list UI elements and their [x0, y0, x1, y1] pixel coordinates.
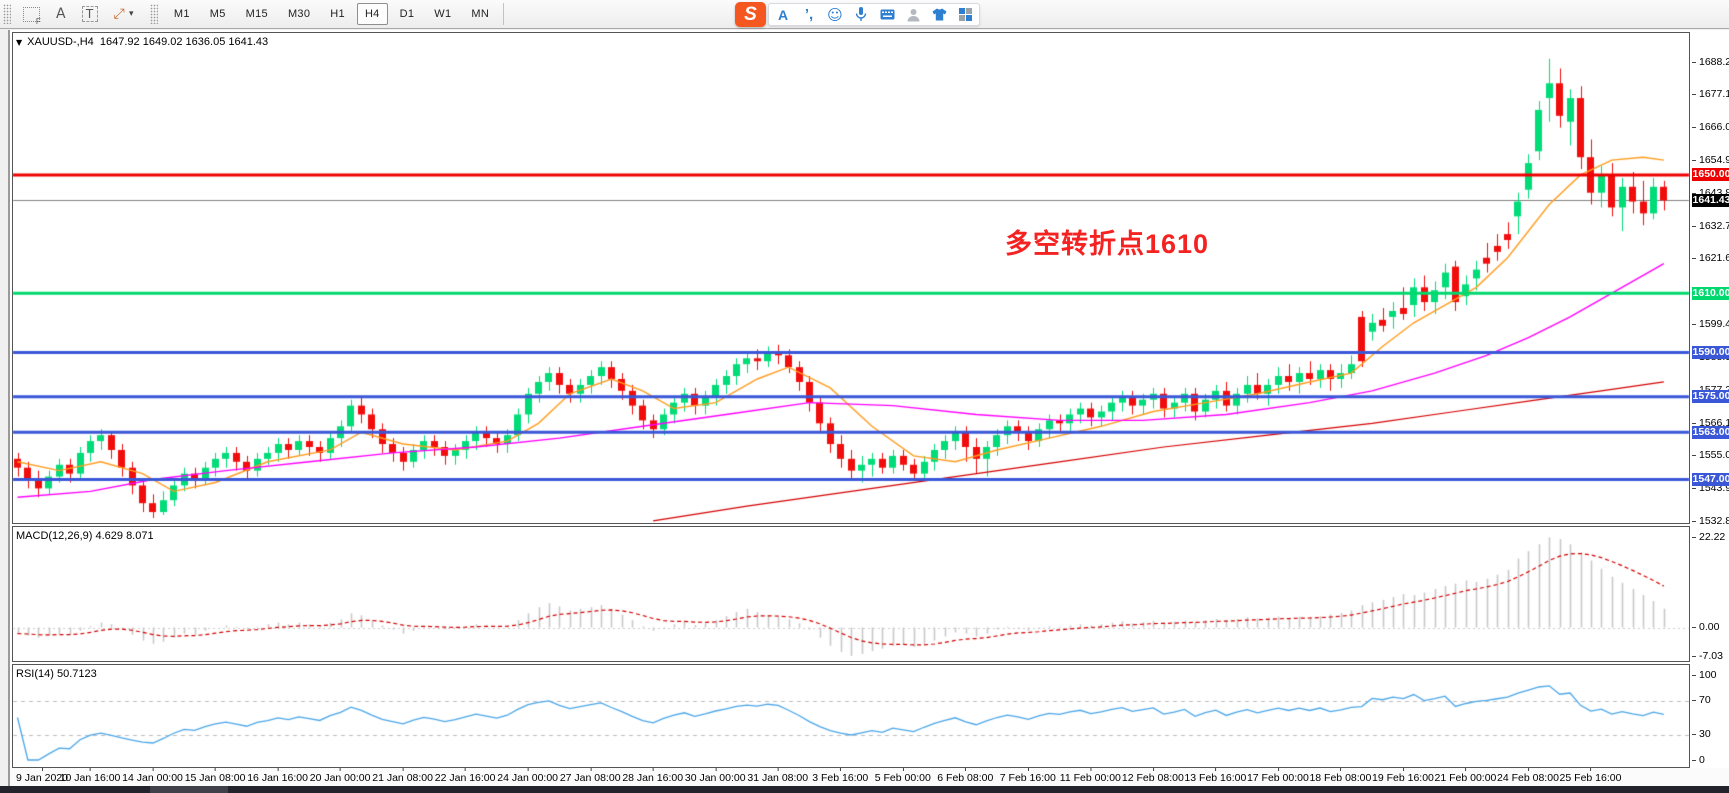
user-account-icon[interactable]	[905, 7, 921, 23]
price-tick-label: 1532.80	[1692, 515, 1729, 527]
price-tick-label: 1632.70	[1692, 220, 1729, 232]
time-axis-label: 24 Jan 00:00	[497, 768, 559, 784]
chart-ohlc-values: 1647.92 1649.02 1636.05 1641.43	[99, 36, 269, 48]
rsi-tick-label: 0	[1692, 753, 1705, 766]
time-axis-label: 11 Feb 00:00	[1059, 768, 1121, 784]
rsi-indicator-label: RSI(14) 50.7123	[16, 668, 97, 680]
toolbox-grid-icon[interactable]	[957, 7, 973, 23]
emoji-icon[interactable]: ☺	[827, 5, 843, 24]
chart-annotation-text: 多空转折点1610	[1005, 229, 1210, 259]
timeframe-button-m15[interactable]: M15	[245, 8, 268, 20]
toolbar-separator	[503, 3, 505, 25]
time-axis-label: 15 Jan 08:00	[184, 768, 246, 784]
taskbar-item[interactable]	[150, 786, 228, 793]
rsi-tick-label: 100	[1692, 668, 1717, 681]
price-tick-label: 1599.40	[1692, 318, 1729, 330]
time-axis-label: 17 Feb 00:00	[1246, 768, 1309, 784]
timeframe-button-m30[interactable]: M30	[287, 8, 311, 20]
time-axis-label: 30 Jan 00:00	[684, 768, 746, 784]
macd-tick-label: 22.22	[1691, 530, 1726, 543]
grid-f-icon	[23, 6, 41, 26]
macd-tick-label: -7.03	[1692, 649, 1723, 662]
macd-values: 4.629 8.071	[95, 530, 154, 542]
text-a-icon: A	[56, 6, 66, 22]
time-axis-label: 28 Jan 16:00	[622, 768, 684, 784]
ime-toolbar: S A ’, ☺	[735, 2, 980, 27]
chart-window: ▼ XAUUSD-,H4 1647.92 1649.02 1636.05 1641…	[8, 30, 1729, 786]
sogou-logo-icon[interactable]: S	[735, 2, 766, 27]
price-line-label: 1590.00	[1692, 345, 1729, 359]
timeframe-button-w1[interactable]: W1	[434, 8, 452, 20]
skin-tshirt-icon[interactable]	[931, 7, 947, 23]
price-tick-label: 1654.90	[1692, 154, 1729, 166]
rsi-name: RSI(14)	[16, 668, 54, 680]
chevron-down-icon: ▾	[129, 9, 134, 19]
time-axis-label: 16 Jan 16:00	[247, 768, 308, 784]
price-line-label: 1563.00	[1692, 425, 1729, 439]
price-line-label: 1641.43	[1692, 193, 1729, 207]
time-axis-label: 31 Jan 08:00	[747, 768, 809, 784]
price-line-label: 1650.00	[1692, 168, 1729, 182]
cursor-tool-button[interactable]: ⤢ ▾	[106, 3, 142, 25]
price-tick-label: 1666.00	[1692, 121, 1729, 133]
time-axis-label: 7 Feb 16:00	[999, 768, 1056, 784]
time-axis-label: 25 Feb 16:00	[1559, 768, 1622, 784]
timeframe-button-d1[interactable]: D1	[399, 8, 415, 20]
time-axis-label: 13 Feb 16:00	[1184, 768, 1247, 784]
chart-header: ▼ XAUUSD-,H4 1647.92 1649.02 1636.05 1641…	[16, 36, 268, 48]
toolbar-grip-2[interactable]	[149, 4, 158, 24]
timeframe-button-mn[interactable]: MN	[471, 8, 490, 20]
time-axis-label: 21 Feb 00:00	[1434, 768, 1497, 784]
time-axis-label: 21 Jan 08:00	[372, 768, 433, 784]
time-axis-label: 14 Jan 00:00	[122, 768, 183, 784]
ime-icon-strip: A ’, ☺	[768, 3, 980, 26]
price-tick-label: 1555.00	[1692, 449, 1729, 461]
price-line-label: 1575.00	[1692, 390, 1729, 404]
time-axis-label: 27 Jan 08:00	[559, 768, 621, 784]
time-axis-label: 18 Feb 08:00	[1309, 768, 1372, 784]
grid-snap-button[interactable]	[15, 3, 48, 26]
timeframe-button-h4[interactable]: H4	[356, 3, 388, 25]
time-axis-label: 24 Feb 08:00	[1497, 768, 1559, 784]
time-scale[interactable]: 9 Jan 2020 10 Jan 16:00 14 Jan 00:00 15 Jan…	[10, 768, 1729, 786]
insert-label-button[interactable]: T	[74, 3, 106, 25]
taskbar-sliver[interactable]	[0, 786, 1729, 793]
price-tick-label: 1677.10	[1692, 88, 1729, 100]
time-axis-label: 3 Feb 16:00	[812, 768, 869, 784]
price-tick-label: 1566.10	[1692, 417, 1729, 429]
price-line-label: 1547.00	[1692, 473, 1729, 487]
price-tick-label: 1688.20	[1692, 56, 1729, 68]
microphone-icon[interactable]	[853, 7, 869, 23]
time-axis-label: 10 Jan 16:00	[59, 768, 121, 784]
language-toggle-icon[interactable]: A	[777, 6, 789, 23]
time-axis-label: 9 Jan 2020	[16, 768, 68, 784]
rsi-tick-label: 30	[1692, 728, 1711, 740]
label-t-icon: T	[81, 6, 98, 22]
chart-symbol-title: XAUUSD-,H4	[27, 36, 94, 48]
time-axis-label: 6 Feb 08:00	[937, 768, 994, 784]
price-tick-label: 1621.60	[1692, 252, 1729, 264]
macd-indicator-label: MACD(12,26,9) 4.629 8.071	[16, 530, 154, 542]
rsi-tick-label: 70	[1692, 694, 1711, 706]
price-chart-canvas[interactable]	[12, 32, 1690, 768]
toolbar-grip[interactable]	[3, 4, 11, 24]
timeframe-button-h1[interactable]: H1	[330, 8, 345, 20]
macd-name: MACD(12,26,9)	[16, 530, 93, 542]
timeframe-button-m5[interactable]: M5	[209, 8, 226, 20]
time-axis-label: 12 Feb 08:00	[1121, 768, 1184, 784]
insert-text-button[interactable]: A	[48, 3, 74, 25]
symbol-dropdown-icon[interactable]: ▼	[16, 38, 23, 47]
punctuation-icon[interactable]: ’,	[804, 6, 814, 23]
time-axis-label: 22 Jan 16:00	[434, 768, 496, 784]
cursor-arrows-icon: ⤢	[113, 6, 126, 22]
price-line-label: 1610.00	[1692, 286, 1729, 300]
rsi-value: 50.7123	[56, 668, 97, 680]
price-scale[interactable]: 1688.201677.101666.001654.901643.801632.…	[1691, 30, 1729, 786]
time-axis-label: 20 Jan 00:00	[309, 768, 371, 784]
keyboard-icon[interactable]	[879, 7, 895, 23]
time-axis-label: 19 Feb 16:00	[1371, 768, 1434, 784]
macd-tick-label: 0.00	[1691, 621, 1720, 633]
time-axis-label: 5 Feb 00:00	[874, 768, 931, 784]
timeframe-button-m1[interactable]: M1	[173, 8, 190, 20]
